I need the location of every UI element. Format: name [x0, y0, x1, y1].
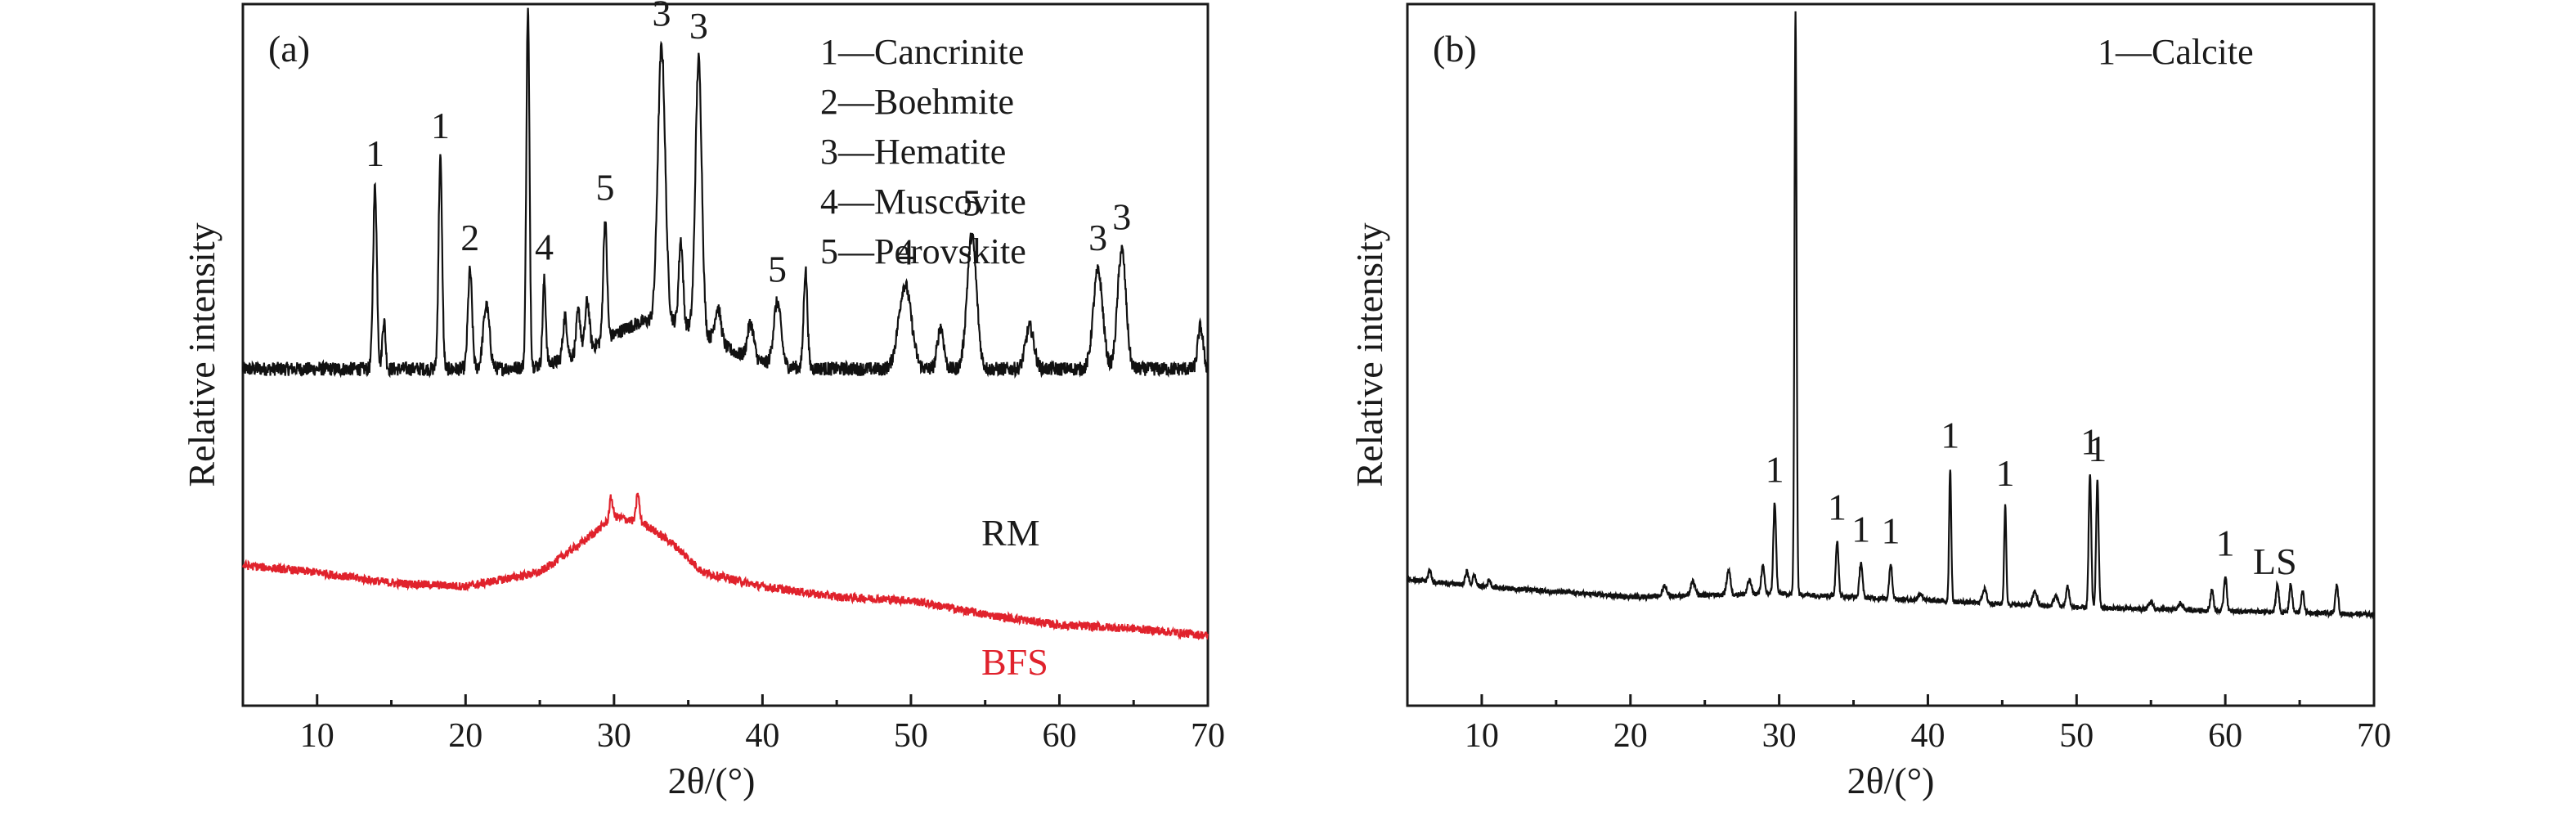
panel-b-x-ticks: 10 20 30 40 50 60 70 [1465, 694, 2391, 755]
panel-a-legend-item-1: 1—Cancrinite [820, 32, 1024, 72]
panel-a-peak-label-4: 4 [535, 227, 554, 268]
panel-a-legend-item-3: 3—Hematite [820, 132, 1006, 172]
panel-a-legend-item-2: 2—Boehmite [820, 82, 1014, 122]
panel-b-x-tick-label-30: 30 [1762, 717, 1797, 755]
panel-a-peak-labels: 1123453354533 [366, 0, 1131, 289]
panel-a-x-tick-label-10: 10 [300, 717, 334, 755]
panel-b-peak-label-7: 1 [2080, 420, 2099, 462]
panel-a-peak-label-1: 1 [431, 105, 450, 146]
panel-b-peak-label-1: 1 [1766, 448, 1784, 490]
panel-b-x-tick-label-40: 40 [1910, 717, 1945, 755]
panel-b-peak-label-3: 1 [1851, 509, 1870, 550]
panel-b-ls-label: LS [2253, 541, 2297, 582]
panel-a-xrd-chart: (a) Relative intensity 2θ/(°) 10 20 30 40 50… [181, 0, 1225, 801]
panel-b-legend-item-1: 1—Calcite [2098, 32, 2254, 72]
panel-b-x-axis-label: 2θ/(°) [1847, 760, 1935, 801]
panel-b-x-tick-label-50: 50 [2059, 717, 2094, 755]
panel-a-x-tick-label-20: 20 [448, 717, 482, 755]
panel-a-x-tick-label-70: 70 [1191, 717, 1225, 755]
panel-a-x-tick-label-50: 50 [894, 717, 928, 755]
panel-a-bfs-label: BFS [981, 641, 1048, 683]
panel-a-peak-label-9: 4 [895, 231, 914, 272]
panel-b-peak-label-8: 1 [2088, 428, 2107, 469]
panel-b-x-tick-label-70: 70 [2357, 717, 2391, 755]
panel-a-x-tick-label-60: 60 [1042, 717, 1076, 755]
panel-b-y-axis-label: Relative intensity [1349, 222, 1390, 487]
panel-a-plot-frame [241, 2, 1209, 707]
panel-b-xrd-chart: (b) Relative intensity 2θ/(°) 10 20 30 40 50… [1349, 2, 2391, 801]
panel-a-peak-label-6: 3 [652, 0, 671, 34]
panel-a-label: (a) [268, 28, 310, 70]
panel-b-x-tick-label-20: 20 [1613, 717, 1648, 755]
panel-b-peak-label-4: 1 [1882, 509, 1901, 551]
panel-a-bfs-curve [241, 492, 1209, 641]
panel-b-plot-frame [1406, 2, 2376, 707]
panel-a-peak-label-7: 3 [689, 5, 708, 47]
panel-a-legend: 1—Cancrinite 2—Boehmite 3—Hematite 4—Mus… [820, 32, 1026, 271]
panel-a-peak-label-10: 5 [963, 182, 981, 223]
panel-a-rm-label: RM [981, 512, 1040, 554]
panel-a-peak-label-0: 1 [366, 132, 384, 174]
panel-a-peak-label-12: 3 [1112, 195, 1131, 237]
panel-b-peak-label-9: 1 [2216, 522, 2235, 563]
panel-b-peak-label-6: 1 [1996, 452, 2015, 494]
panel-a-peak-label-5: 5 [595, 167, 614, 209]
panel-b-ls-curve [1406, 11, 2376, 621]
panel-a-x-tick-label-30: 30 [597, 717, 631, 755]
panel-a-legend-item-5: 5—Perovskite [820, 231, 1026, 271]
panel-a-legend-item-4: 4—Muscovite [820, 182, 1026, 222]
panel-a-rm-curve [241, 7, 1209, 379]
panel-a-peak-label-8: 5 [768, 248, 787, 289]
panel-a-peak-label-2: 2 [460, 217, 479, 258]
panel-b-peak-labels: 1111111111 [1766, 415, 2235, 564]
panel-a-peak-label-11: 3 [1088, 217, 1107, 258]
panel-a-x-ticks: 10 20 30 40 50 60 70 [300, 694, 1225, 755]
panel-b-x-tick-label-60: 60 [2208, 717, 2242, 755]
panel-b-label: (b) [1433, 28, 1477, 70]
panel-a-x-axis-label: 2θ/(°) [668, 760, 756, 801]
panel-a-y-axis-label: Relative intensity [181, 222, 222, 487]
panel-b-peak-label-5: 1 [1941, 415, 1959, 456]
panel-b-peak-label-2: 1 [1828, 487, 1847, 528]
panel-a-x-tick-label-40: 40 [745, 717, 779, 755]
panel-b-x-tick-label-10: 10 [1465, 717, 1499, 755]
